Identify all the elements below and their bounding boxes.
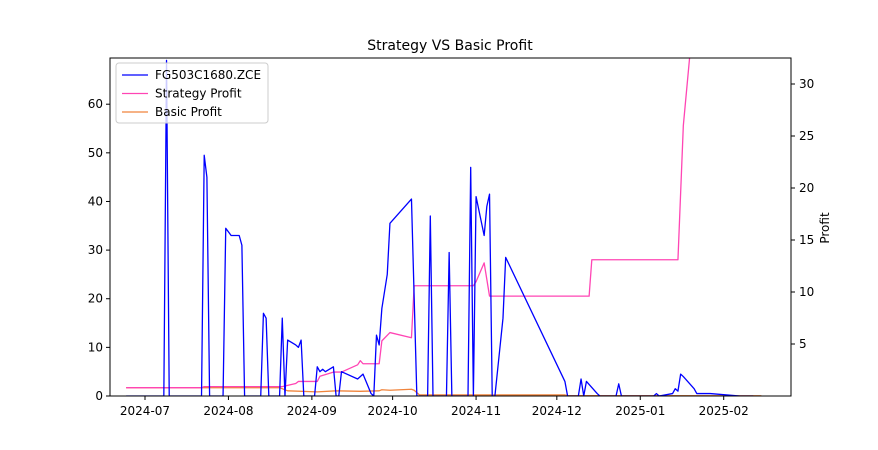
legend-label: Strategy Profit (155, 87, 242, 101)
y-left-tick-label: 20 (88, 292, 103, 306)
x-tick-label: 2024-09 (287, 404, 337, 418)
chart-title: Strategy VS Basic Profit (367, 38, 533, 54)
y-right-tick-label: 25 (799, 129, 814, 143)
y-right-tick-label: 5 (799, 337, 807, 351)
y-right-tick-label: 15 (799, 233, 814, 247)
legend-label: Basic Profit (155, 105, 222, 119)
x-tick-label: 2024-10 (368, 404, 418, 418)
y-axis-right-label: Profit (818, 212, 832, 244)
x-tick-label: 2024-08 (203, 404, 253, 418)
y-axis-left: 0 10 20 30 40 50 60 (88, 97, 110, 403)
y-left-tick-label: 0 (95, 389, 103, 403)
series-line-2 (126, 387, 762, 396)
x-tick-label: 2025-01 (615, 404, 665, 418)
y-left-tick-label: 30 (88, 243, 103, 257)
x-tick-label: 2025-02 (699, 404, 749, 418)
legend-box (115, 62, 269, 124)
x-tick-label: 2024-12 (532, 404, 582, 418)
y-right-tick-label: 20 (799, 181, 814, 195)
legend: FG503C1680.ZCE Strategy Profit Basic Profi… (115, 62, 269, 124)
plot-area (126, 58, 762, 396)
y-right-tick-label: 30 (799, 77, 814, 91)
y-axis-right: 5 10 15 20 25 30 (791, 77, 814, 351)
x-axis: 2024-07 2024-08 2024-09 2024-10 2024-11 2024-… (120, 396, 749, 418)
y-left-tick-label: 10 (88, 340, 103, 354)
legend-label: FG503C1680.ZCE (155, 68, 261, 82)
y-right-tick-label: 10 (799, 285, 814, 299)
y-left-tick-label: 40 (88, 194, 103, 208)
x-tick-label: 2024-07 (120, 404, 170, 418)
y-left-tick-label: 50 (88, 146, 103, 160)
series-line-0 (126, 59, 754, 396)
series-line-1 (126, 58, 691, 389)
y-left-tick-label: 60 (88, 97, 103, 111)
x-tick-label: 2024-11 (451, 404, 501, 418)
plot-frame (109, 57, 792, 397)
